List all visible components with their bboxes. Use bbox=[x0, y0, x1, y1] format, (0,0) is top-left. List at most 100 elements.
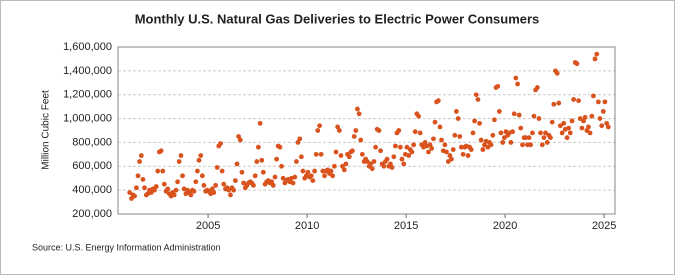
point bbox=[587, 130, 593, 136]
point bbox=[510, 129, 516, 135]
point bbox=[213, 182, 219, 188]
point bbox=[353, 128, 359, 133]
point bbox=[274, 156, 280, 162]
point bbox=[236, 134, 241, 139]
point bbox=[298, 154, 304, 160]
point bbox=[602, 99, 608, 105]
point bbox=[594, 51, 600, 57]
point bbox=[531, 113, 537, 119]
point bbox=[429, 145, 435, 151]
point bbox=[416, 113, 421, 119]
point bbox=[513, 75, 519, 81]
point bbox=[239, 169, 245, 175]
point bbox=[134, 185, 139, 191]
point bbox=[279, 163, 284, 169]
point bbox=[582, 114, 588, 120]
point bbox=[165, 186, 171, 192]
point bbox=[426, 149, 431, 155]
point bbox=[373, 144, 379, 150]
point bbox=[577, 116, 583, 121]
point bbox=[336, 128, 342, 133]
point bbox=[191, 188, 197, 194]
y-tick-label: 1,200,000 bbox=[63, 89, 112, 101]
point bbox=[292, 174, 298, 180]
point bbox=[269, 179, 275, 185]
chart-title: Monthly U.S. Natural Gas Deliveries to E… bbox=[135, 11, 540, 26]
point bbox=[399, 156, 405, 162]
point bbox=[356, 111, 362, 117]
point bbox=[272, 174, 278, 180]
point bbox=[354, 106, 360, 112]
point bbox=[313, 151, 319, 157]
point bbox=[318, 151, 324, 157]
point bbox=[196, 157, 202, 163]
point bbox=[160, 168, 166, 174]
point bbox=[343, 161, 349, 167]
y-tick-label: 200,000 bbox=[72, 208, 112, 220]
point bbox=[435, 98, 441, 104]
point bbox=[277, 144, 283, 150]
point bbox=[389, 165, 395, 170]
point bbox=[161, 181, 167, 187]
point bbox=[549, 119, 555, 125]
point bbox=[142, 185, 147, 191]
point bbox=[571, 97, 577, 102]
point bbox=[294, 159, 299, 164]
point bbox=[530, 130, 535, 136]
point bbox=[158, 148, 164, 154]
point bbox=[460, 151, 466, 157]
point bbox=[516, 112, 522, 118]
plot-area bbox=[117, 46, 616, 215]
x-tick-label: 2005 bbox=[196, 220, 220, 232]
point bbox=[280, 175, 286, 181]
point bbox=[219, 168, 225, 174]
point bbox=[260, 169, 266, 175]
point bbox=[332, 163, 337, 169]
point bbox=[604, 120, 610, 126]
point bbox=[579, 125, 585, 131]
point bbox=[132, 193, 138, 199]
point bbox=[341, 167, 347, 173]
point bbox=[221, 181, 227, 187]
x-tick-label: 2025 bbox=[592, 220, 616, 232]
point bbox=[257, 120, 263, 126]
point bbox=[211, 190, 217, 195]
point bbox=[295, 140, 301, 145]
point bbox=[458, 144, 464, 150]
point bbox=[536, 116, 542, 121]
point bbox=[528, 142, 534, 148]
point bbox=[511, 111, 517, 117]
y-tick-label: 1,000,000 bbox=[63, 112, 112, 124]
point bbox=[231, 187, 237, 193]
point bbox=[310, 178, 316, 184]
point bbox=[498, 130, 504, 136]
y-axis-label: Million Cubic Feet bbox=[41, 90, 52, 170]
point bbox=[490, 132, 496, 138]
point bbox=[431, 136, 436, 142]
point bbox=[330, 173, 336, 179]
point bbox=[526, 135, 532, 141]
point bbox=[534, 85, 540, 90]
point bbox=[346, 154, 352, 160]
point bbox=[442, 142, 448, 148]
point bbox=[214, 165, 220, 170]
point bbox=[557, 123, 563, 129]
point bbox=[178, 153, 184, 158]
point bbox=[391, 154, 397, 160]
point bbox=[228, 192, 233, 198]
point bbox=[234, 161, 240, 167]
point bbox=[544, 140, 550, 145]
point bbox=[501, 135, 507, 141]
point bbox=[470, 130, 476, 136]
point bbox=[586, 124, 591, 130]
point bbox=[492, 117, 497, 123]
point bbox=[496, 109, 502, 114]
point bbox=[384, 156, 390, 162]
point bbox=[592, 56, 598, 62]
point bbox=[135, 173, 141, 179]
point bbox=[477, 120, 482, 126]
point bbox=[457, 134, 463, 139]
point bbox=[482, 142, 487, 148]
